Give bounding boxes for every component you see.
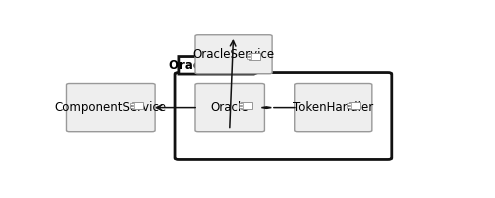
Text: Oracle: Oracle <box>210 101 249 114</box>
Bar <box>247 54 251 56</box>
FancyBboxPatch shape <box>195 84 264 132</box>
Text: Oracle Module: Oracle Module <box>169 59 264 72</box>
Bar <box>247 57 251 59</box>
Bar <box>239 106 243 108</box>
FancyBboxPatch shape <box>66 84 155 132</box>
Text: OracleService: OracleService <box>193 48 275 61</box>
Text: TokenHandler: TokenHandler <box>293 101 373 114</box>
Text: ComponentService: ComponentService <box>55 101 167 114</box>
Polygon shape <box>179 57 263 74</box>
FancyBboxPatch shape <box>175 72 392 159</box>
Bar <box>132 102 143 109</box>
FancyBboxPatch shape <box>195 35 272 74</box>
Bar <box>130 103 134 105</box>
Bar <box>249 53 260 60</box>
Polygon shape <box>261 107 271 109</box>
Bar <box>239 103 243 105</box>
Bar <box>346 103 350 105</box>
FancyBboxPatch shape <box>295 84 372 132</box>
Bar <box>346 106 350 108</box>
Bar <box>130 106 134 108</box>
Bar <box>242 102 252 109</box>
Bar <box>349 102 359 109</box>
